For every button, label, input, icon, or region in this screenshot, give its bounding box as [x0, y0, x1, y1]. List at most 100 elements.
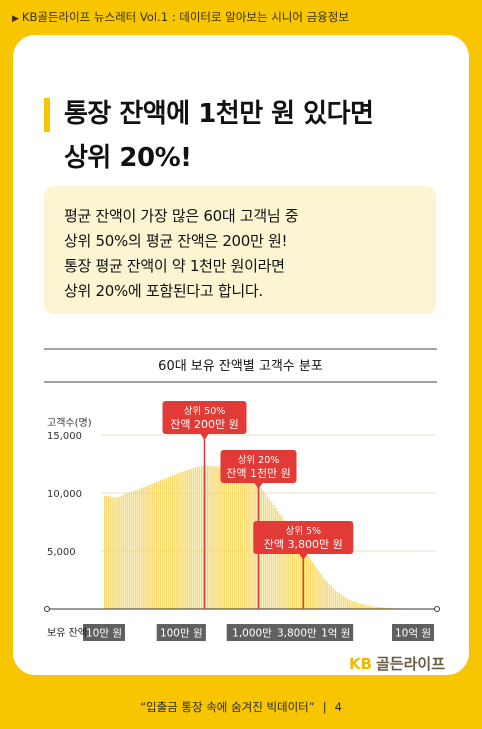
distribution-bar: [106, 495, 108, 609]
distribution-bar: [330, 586, 333, 609]
distribution-bar: [334, 590, 337, 609]
distribution-bar: [207, 465, 209, 609]
distribution-bar: [328, 583, 331, 609]
distribution-bar: [202, 465, 205, 609]
distribution-bar: [104, 495, 106, 609]
distribution-bar: [307, 556, 310, 609]
distribution-bar: [246, 472, 248, 609]
y-tick-label: 10,000: [47, 489, 82, 500]
distribution-bar: [248, 474, 250, 609]
distribution-bar: [316, 568, 318, 609]
distribution-bar: [200, 465, 203, 609]
distribution-bar: [361, 604, 363, 609]
distribution-bar: [375, 607, 378, 609]
distribution-bar: [301, 547, 304, 609]
distribution-bar: [126, 492, 129, 609]
distribution-bar: [351, 600, 353, 609]
distribution-bar: [130, 491, 133, 609]
distribution-bar: [293, 534, 295, 609]
distribution-bar: [297, 541, 300, 609]
y-axis-label: 고객수(명): [47, 417, 92, 429]
footer-separator: |: [322, 700, 327, 714]
x-tick-label: 10만 원: [86, 628, 122, 640]
chart-title: 60대 보유 잔액별 고객수 분포: [158, 359, 323, 374]
distribution-bar: [277, 510, 279, 609]
threshold-label-pointer: [200, 434, 209, 440]
distribution-bar: [235, 469, 238, 609]
distribution-bar: [371, 606, 374, 609]
distribution-bar: [229, 468, 232, 609]
distribution-bar: [182, 471, 184, 609]
threshold-label-amount: 잔액 3,800만 원: [264, 538, 343, 551]
footer: “입출금 통장 속에 숨겨진 빅데이터” | 4: [0, 699, 482, 715]
distribution-bar: [167, 477, 170, 609]
distribution-bar: [147, 485, 149, 609]
y-tick-label: 15,000: [47, 431, 82, 442]
summary-line-4: 상위 20%에 포함된다고 합니다.: [64, 282, 263, 300]
distribution-bar: [143, 487, 145, 609]
distribution-bar: [369, 606, 372, 609]
distribution-bar: [289, 528, 291, 609]
distribution-bar: [227, 467, 230, 609]
distribution-bar: [151, 483, 153, 609]
threshold-label-rank: 상위 20%: [238, 454, 280, 466]
distribution-bar: [178, 473, 180, 609]
distribution-bar: [128, 492, 131, 609]
distribution-bar: [322, 577, 324, 609]
distribution-bar: [347, 598, 349, 609]
distribution-bar: [239, 470, 242, 609]
distribution-bar: [380, 607, 382, 609]
distribution-bar: [386, 607, 388, 609]
distribution-bar: [318, 571, 320, 609]
header-text: KB골든라이프 뉴스레터 Vol.1 : 데이터로 알아보는 시니어 금융정보: [21, 10, 349, 24]
distribution-bar: [377, 607, 380, 609]
distribution-bar: [314, 565, 316, 609]
distribution-bar: [153, 482, 155, 609]
distribution-bar: [274, 508, 277, 609]
distribution-bar: [357, 602, 359, 609]
distribution-bar: [122, 494, 125, 609]
summary-line-2: 상위 50%의 평균 잔액은 200만 원!: [64, 232, 288, 250]
distribution-bar: [349, 600, 351, 609]
footer-quote: “입출금 통장 속에 숨겨진 빅데이터”: [140, 700, 315, 714]
distribution-bar: [250, 476, 252, 609]
threshold-label-rank: 상위 5%: [285, 525, 321, 537]
title-accent-bar: [44, 98, 50, 132]
distribution-bar: [159, 480, 162, 609]
distribution-bar: [324, 579, 326, 609]
distribution-bar: [338, 593, 341, 609]
distribution-bar: [215, 466, 217, 609]
distribution-bar: [114, 497, 116, 609]
distribution-bar: [363, 604, 366, 609]
distribution-bar: [163, 478, 166, 609]
distribution-bar: [171, 475, 174, 609]
distribution-bar: [120, 495, 122, 609]
threshold-label-box: [253, 521, 354, 554]
distribution-bar: [345, 597, 347, 609]
distribution-bar: [270, 502, 273, 609]
page-title: 통장 잔액에 1천만 원 있다면 상위 20%!: [64, 92, 374, 180]
distribution-bar: [237, 469, 240, 609]
distribution-bar: [169, 476, 172, 609]
distribution-bar: [161, 479, 164, 609]
distribution-bar: [353, 601, 355, 609]
distribution-bar: [336, 591, 339, 609]
triangle-icon: ▶: [12, 14, 19, 24]
distribution-bar: [223, 467, 225, 609]
distribution-bar: [204, 465, 207, 609]
distribution-bar: [186, 470, 188, 609]
distribution-bar: [145, 486, 147, 609]
x-axis-label: 보유 잔액: [47, 627, 87, 639]
distribution-bar: [384, 607, 386, 609]
distribution-bar: [155, 482, 157, 609]
distribution-bar: [312, 562, 314, 609]
distribution-bar: [244, 471, 246, 609]
x-axis-start-dot: [44, 606, 50, 612]
summary-line-1: 평균 잔액이 가장 많은 60대 고객님 중: [64, 207, 299, 225]
distribution-bar: [192, 468, 195, 609]
distribution-bar: [209, 465, 211, 609]
newsletter-header: ▶ KB골든라이프 뉴스레터 Vol.1 : 데이터로 알아보는 시니어 금융정보: [12, 9, 349, 25]
distribution-bar: [124, 493, 127, 609]
x-tick-label-bg: [392, 624, 434, 641]
distribution-bar: [355, 602, 357, 609]
